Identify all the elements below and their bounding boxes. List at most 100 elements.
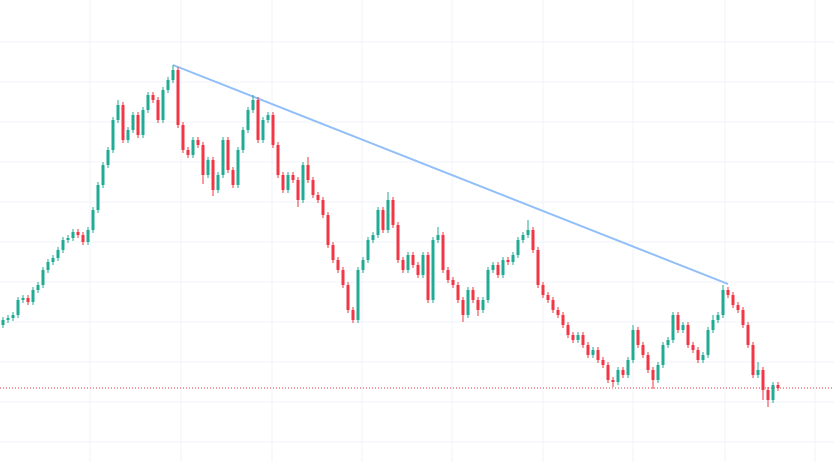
candle-body — [26, 298, 30, 302]
candle-body — [621, 370, 625, 375]
candle-body — [196, 140, 200, 145]
candle-body — [706, 330, 710, 355]
candle-body — [461, 300, 465, 315]
candle-body — [21, 298, 25, 300]
candle-body — [686, 325, 690, 345]
candle-body — [306, 165, 310, 180]
candle-body — [526, 230, 530, 235]
candle-body — [436, 235, 440, 240]
overlay — [0, 64, 834, 389]
candle-body — [16, 300, 20, 315]
candle-body — [341, 270, 345, 285]
candle-body — [71, 232, 75, 238]
candle-body — [256, 100, 260, 140]
candle-body — [146, 95, 150, 110]
candle-body — [556, 310, 560, 315]
candle-body — [661, 345, 665, 365]
candle-body — [156, 100, 160, 120]
candle-body — [151, 95, 155, 100]
candle-body — [691, 345, 695, 350]
candle-body — [311, 180, 315, 195]
trend-line — [172, 64, 729, 285]
candle-body — [616, 370, 620, 382]
candle-body — [601, 360, 605, 365]
candle-body — [51, 258, 55, 262]
candle-body — [716, 315, 720, 320]
candle-body — [361, 260, 365, 270]
candle-body — [446, 270, 450, 280]
candle-body — [276, 145, 280, 175]
candle-body — [756, 370, 760, 375]
candle-body — [301, 165, 305, 200]
candle-body — [721, 290, 725, 315]
candle-body — [576, 335, 580, 340]
candle-body — [371, 235, 375, 240]
candle-body — [421, 255, 425, 275]
candle-body — [346, 285, 350, 310]
candle-body — [456, 285, 460, 300]
candle-body — [746, 325, 750, 345]
candle-body — [61, 240, 65, 250]
candle-body — [101, 165, 105, 185]
candle-body — [771, 385, 775, 400]
candle-body — [76, 232, 80, 235]
candle-body — [261, 120, 265, 140]
candle-body — [31, 290, 35, 302]
candle-body — [596, 350, 600, 360]
candle-body — [731, 295, 735, 305]
candle-body — [641, 345, 645, 355]
candle-body — [531, 230, 535, 250]
candle-body — [291, 175, 295, 180]
candle-body — [386, 200, 390, 230]
candle-body — [176, 70, 180, 125]
candle-body — [451, 280, 455, 285]
candle-body — [6, 318, 10, 320]
candle-body — [766, 390, 770, 400]
candle-body — [486, 270, 490, 300]
candle-body — [416, 265, 420, 275]
candle-body — [226, 140, 230, 170]
candle-body — [646, 355, 650, 370]
candle-body — [266, 115, 270, 120]
candle-body — [126, 130, 130, 140]
candle-body — [751, 345, 755, 375]
candle-body — [666, 340, 670, 345]
candle-body — [321, 200, 325, 215]
candle-body — [211, 160, 215, 190]
candle-body — [1, 320, 5, 325]
candle-body — [366, 240, 370, 260]
candle-body — [221, 140, 225, 175]
candle-body — [431, 240, 435, 300]
candle-body — [91, 210, 95, 230]
candle-body — [511, 255, 515, 262]
candle-body — [726, 290, 730, 295]
candle-body — [326, 215, 330, 245]
candle-body — [671, 315, 675, 340]
candle-body — [171, 70, 175, 80]
candle-body — [316, 195, 320, 200]
candle-body — [161, 90, 165, 120]
candle-body — [81, 235, 85, 242]
candle-body — [231, 170, 235, 185]
candle-body — [116, 105, 120, 120]
candle-body — [201, 145, 205, 175]
candle-body — [501, 260, 505, 275]
candle-body — [46, 262, 50, 270]
candle-body — [551, 300, 555, 310]
candle-body — [216, 175, 220, 190]
candle-body — [66, 238, 70, 240]
candle-body — [96, 185, 100, 210]
candle-body — [181, 125, 185, 150]
candle-body — [496, 265, 500, 275]
candle-body — [676, 315, 680, 330]
candle-body — [426, 255, 430, 300]
candle-body — [246, 110, 250, 130]
candle-body — [401, 260, 405, 270]
candle-body — [411, 255, 415, 265]
candle-body — [391, 200, 395, 225]
candle-body — [561, 315, 565, 325]
candle-body — [546, 295, 550, 300]
candle-body — [396, 225, 400, 260]
candle-body — [581, 335, 585, 345]
